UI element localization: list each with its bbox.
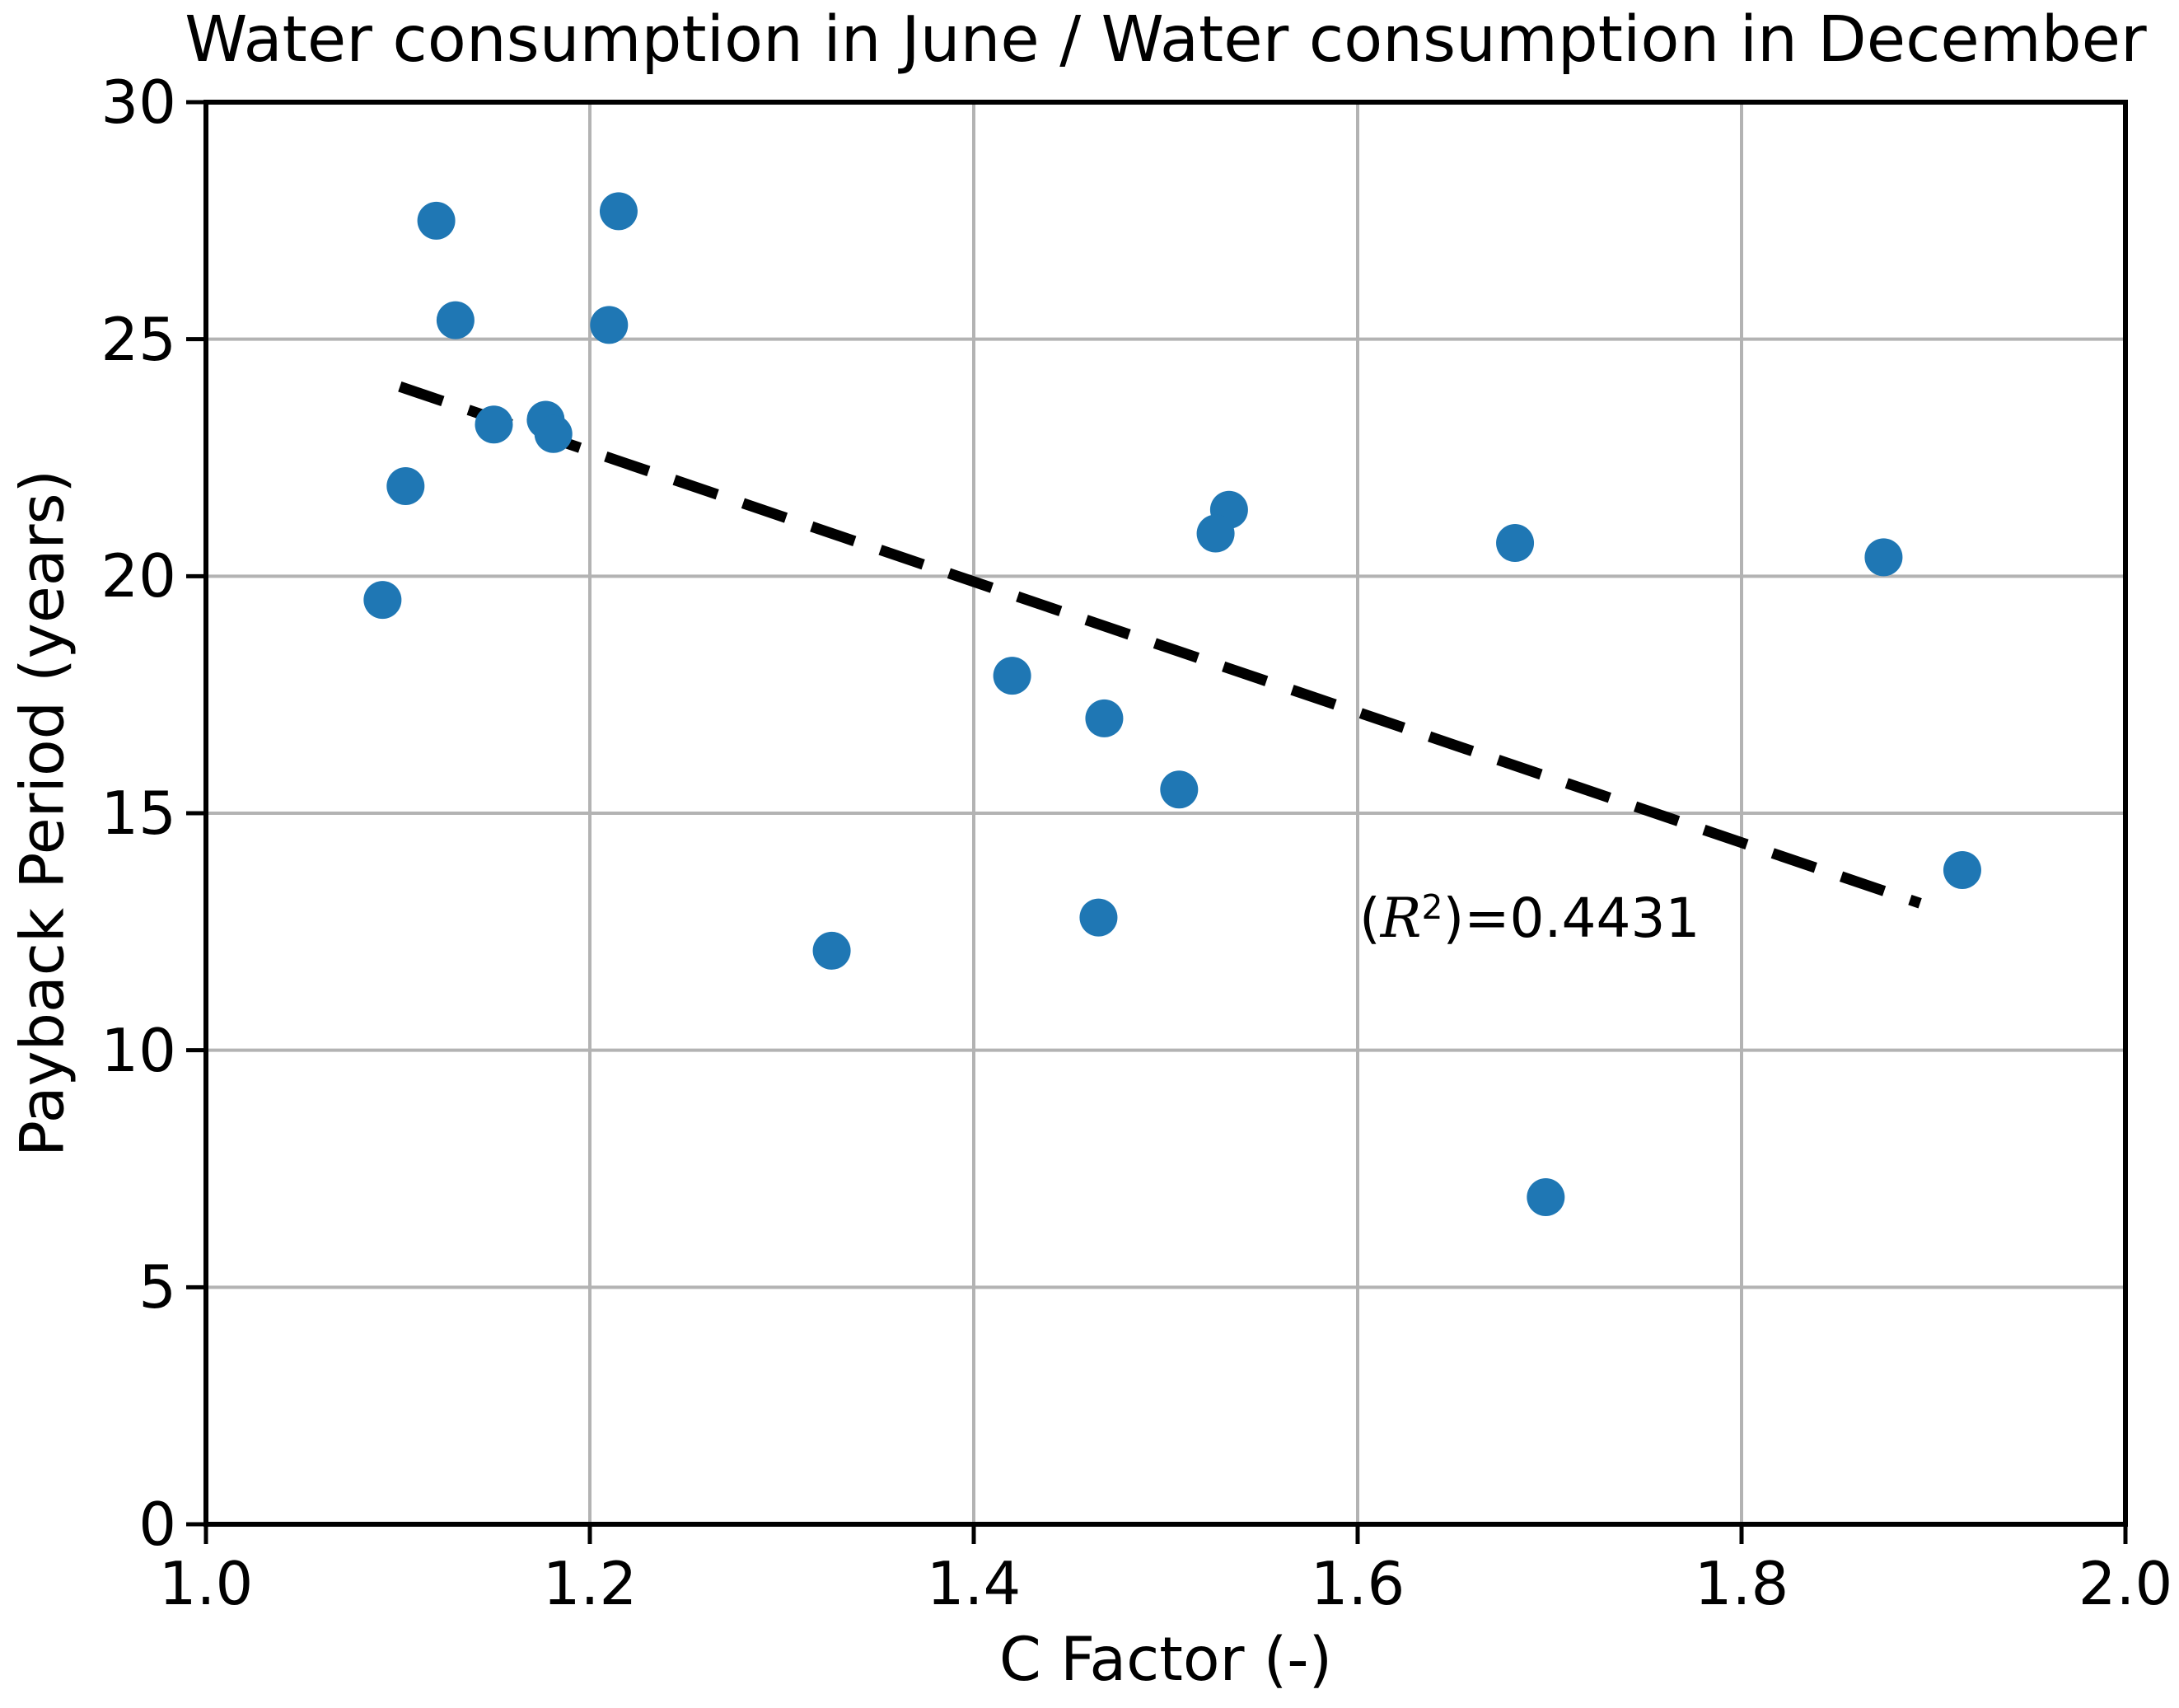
data-point [599,192,638,231]
data-point [363,581,402,620]
data-point [1943,851,1981,890]
y-tick-label: 20 [101,541,176,611]
data-point [1864,538,1903,577]
y-tick-label: 30 [101,68,176,137]
r-squared-annotation: (R2)=0.4431 [1359,887,1700,950]
data-point [1496,524,1535,563]
trendline [398,381,1922,909]
plot-canvas [186,100,2128,1544]
data-point [436,301,475,339]
y-tick-label: 25 [101,304,176,374]
x-axis-label: C Factor (-) [998,1625,1333,1695]
annotation-value: )=0.4431 [1443,887,1700,950]
y-tick-label: 10 [101,1015,176,1085]
data-point [1085,699,1124,737]
y-tick-label: 5 [138,1252,176,1322]
annotation-open-paren: ( [1359,887,1381,950]
plot-area: (R2)=0.4431 [186,100,2128,1544]
annotation-r-symbol: R [1380,887,1422,950]
data-point [475,405,513,444]
data-point [534,414,573,453]
chart-title: Water consumption in June / Water consum… [185,3,2147,77]
data-point [417,201,456,240]
data-point [590,306,629,344]
x-tick-label: 1.8 [1694,1549,1789,1618]
data-point [1160,770,1199,809]
x-tick-label: 1.4 [926,1549,1022,1618]
y-tick-label: 0 [138,1490,176,1559]
annotation-exponent: 2 [1421,887,1443,927]
x-tick-label: 1.0 [158,1549,254,1618]
x-tick-label: 2.0 [2078,1549,2173,1618]
data-point [812,931,851,970]
data-point [1196,514,1235,553]
data-point [1079,898,1118,937]
data-point [386,467,425,506]
y-tick-label: 15 [101,779,176,848]
data-point [1527,1178,1565,1217]
x-tick-label: 1.6 [1310,1549,1405,1618]
data-point [993,657,1031,695]
x-tick-label: 1.2 [542,1549,638,1618]
